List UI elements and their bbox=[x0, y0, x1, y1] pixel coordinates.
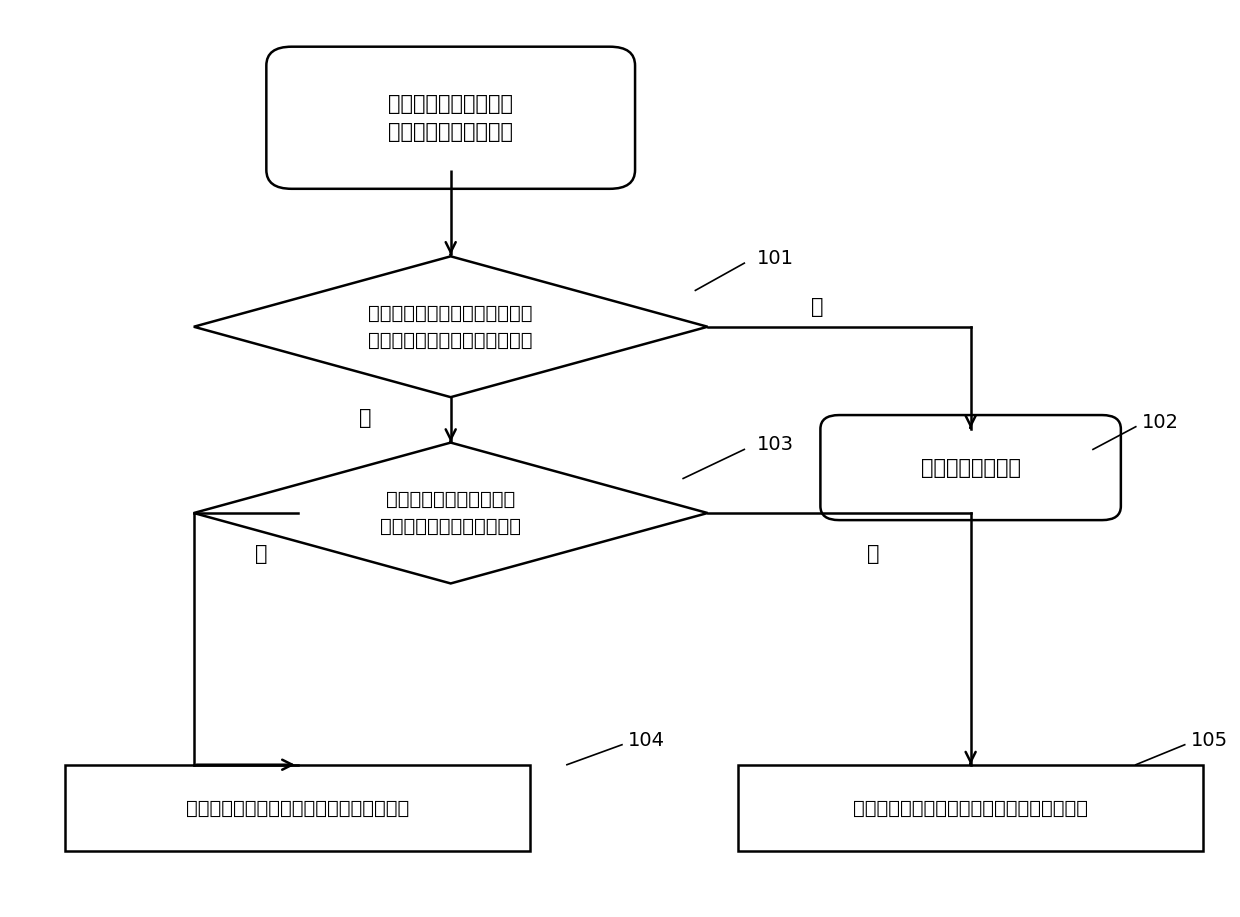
Text: 将该消息转发给能够到达目的节点的子节点: 将该消息转发给能够到达目的节点的子节点 bbox=[186, 799, 409, 818]
Text: 102: 102 bbox=[1142, 413, 1179, 432]
Text: 104: 104 bbox=[629, 731, 665, 750]
Text: 是: 是 bbox=[255, 544, 268, 564]
Polygon shape bbox=[193, 443, 708, 583]
Text: 103: 103 bbox=[756, 436, 794, 454]
Text: 否: 否 bbox=[867, 544, 879, 564]
Bar bbox=[66, 765, 531, 852]
Text: 105: 105 bbox=[1190, 731, 1228, 750]
Polygon shape bbox=[193, 257, 708, 397]
Bar bbox=[738, 765, 1203, 852]
Text: 将该消息转发给父节点或与其连接的第二网络: 将该消息转发给父节点或与其连接的第二网络 bbox=[853, 799, 1089, 818]
Text: 结束本次寻址流程: 结束本次寻址流程 bbox=[920, 458, 1021, 478]
Text: 第一网络中消息的源节
点和接收到消息的节点: 第一网络中消息的源节 点和接收到消息的节点 bbox=[388, 94, 513, 142]
FancyBboxPatch shape bbox=[821, 415, 1121, 520]
Text: 依据消息的目的节点标识信息，
判断自身是否为消息的目的节点: 依据消息的目的节点标识信息， 判断自身是否为消息的目的节点 bbox=[368, 304, 533, 349]
Text: 否: 否 bbox=[358, 408, 371, 427]
Text: 101: 101 bbox=[756, 249, 794, 268]
FancyBboxPatch shape bbox=[267, 47, 635, 189]
Text: 判断该消息的目的节点是
否属于该节点的下级节点树: 判断该消息的目的节点是 否属于该节点的下级节点树 bbox=[381, 491, 521, 536]
Text: 是: 是 bbox=[811, 297, 823, 316]
